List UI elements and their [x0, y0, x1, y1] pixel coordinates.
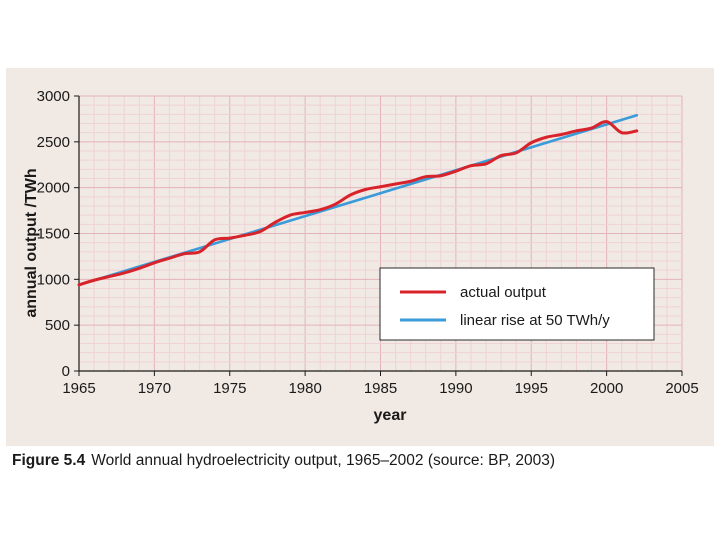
y-tick-label: 500	[45, 317, 70, 334]
y-tick-label: 2500	[37, 134, 70, 151]
chart-panel: 1965 1970 1975 1980 1985 1990 1995 2000 2005 0 500…	[6, 68, 714, 446]
line-chart: 1965 1970 1975 1980 1985 1990 1995 2000 2005 0 500…	[23, 88, 699, 424]
x-tick-label: 1980	[288, 380, 321, 397]
legend-label-actual: actual output	[460, 284, 547, 301]
x-tick-label: 1990	[439, 380, 472, 397]
y-axis-title: annual output /TWh	[23, 168, 40, 317]
figure-label: Figure 5.4	[12, 452, 86, 469]
caption-text: World annual hydroelectricity output, 19…	[91, 452, 556, 469]
x-tick-label: 1970	[138, 380, 171, 397]
legend-box	[379, 267, 655, 341]
figure-caption: Figure 5.4 World annual hydroelectricity …	[12, 452, 555, 470]
x-tick-label: 1995	[515, 380, 548, 397]
series-lines	[77, 113, 639, 287]
y-tick-label: 0	[62, 363, 70, 380]
x-axis-title: year	[374, 407, 407, 424]
y-tick-label: 1500	[37, 226, 70, 243]
y-tick-label: 1000	[37, 271, 70, 288]
axes: 1965 1970 1975 1980 1985 1990 1995 2000 2005 0 500…	[37, 88, 699, 397]
series-line-actual-output	[77, 120, 639, 287]
legend-label-linear: linear rise at 50 TWh/y	[460, 312, 610, 329]
x-tick-label: 1975	[213, 380, 246, 397]
y-tick-label: 2000	[37, 180, 70, 197]
x-tick-label: 1965	[62, 380, 95, 397]
x-tick-label: 1985	[364, 380, 397, 397]
y-tick-label: 3000	[37, 88, 70, 105]
x-tick-label: 2005	[665, 380, 698, 397]
x-tick-label: 2000	[590, 380, 623, 397]
legend: actual output linear rise at 50 TWh/y	[379, 267, 655, 341]
